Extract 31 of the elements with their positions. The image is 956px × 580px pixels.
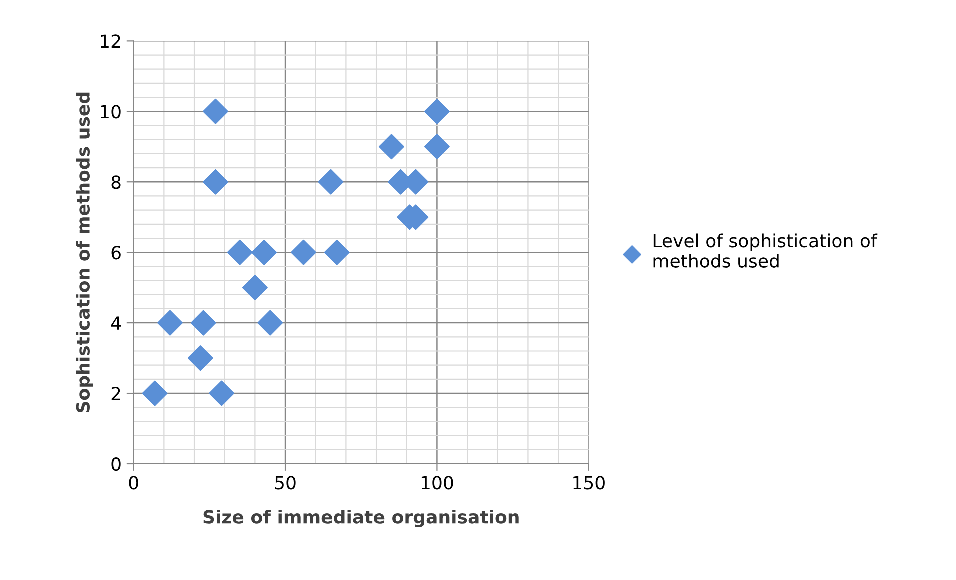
point	[252, 240, 278, 266]
point	[188, 346, 214, 372]
point	[203, 98, 228, 124]
y-tick-label: 8	[112, 176, 121, 190]
x-tick-label: 0	[129, 476, 138, 490]
point	[258, 310, 284, 336]
point	[209, 380, 235, 406]
x-axis-title: Size of immediate organisation	[204, 510, 519, 528]
point	[424, 98, 450, 124]
y-tick-label: 12	[101, 34, 120, 48]
point	[190, 310, 216, 336]
point	[142, 380, 168, 406]
point	[318, 169, 344, 195]
point	[424, 134, 450, 160]
point	[324, 240, 350, 266]
point	[242, 275, 268, 301]
y-tick-label: 10	[101, 105, 121, 119]
y-tick-label: 6	[112, 246, 121, 260]
legend-label: Level of sophistication of methods used	[654, 234, 878, 268]
x-tick-label: 100	[422, 476, 454, 490]
y-tick-label: 2	[112, 386, 120, 400]
x-tick-label: 50	[275, 476, 296, 490]
x-tick-label: 150	[574, 476, 605, 490]
y-tick-label: 0	[112, 457, 121, 472]
point	[227, 240, 253, 266]
y-axis-title: Sophistication of methods used	[76, 92, 94, 412]
point	[291, 240, 316, 266]
point	[158, 310, 183, 336]
y-tick-label: 4	[111, 316, 122, 330]
point	[203, 169, 228, 195]
point	[378, 134, 404, 160]
